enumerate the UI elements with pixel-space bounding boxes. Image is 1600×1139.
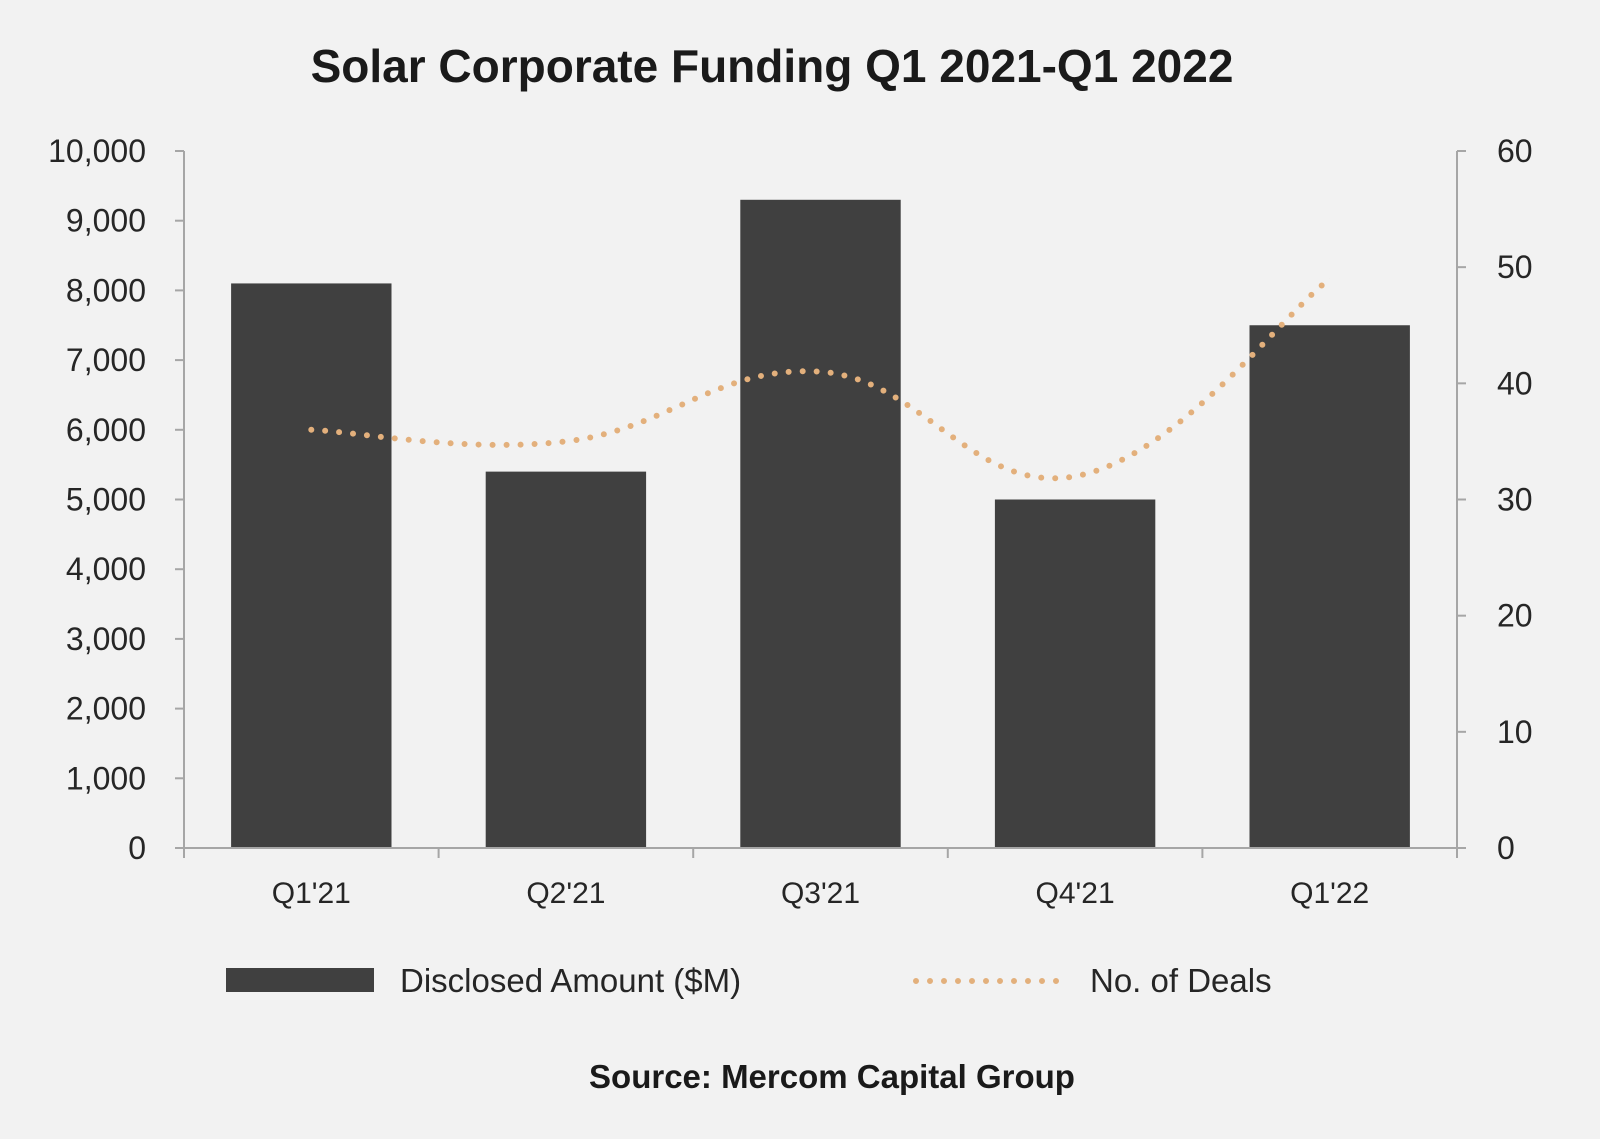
right-tick-label: 0 bbox=[1497, 830, 1515, 866]
category-label: Q2'21 bbox=[526, 877, 605, 910]
left-tick-label: 4,000 bbox=[66, 551, 146, 587]
bar-Q1'21 bbox=[231, 283, 391, 848]
category-label: Q4'21 bbox=[1036, 877, 1115, 910]
legend-swatch-disclosed-amount bbox=[226, 968, 374, 992]
right-tick-label: 30 bbox=[1497, 482, 1533, 518]
left-tick-label: 6,000 bbox=[66, 412, 146, 448]
left-tick-label: 5,000 bbox=[66, 482, 146, 518]
right-tick-label: 60 bbox=[1497, 133, 1533, 169]
right-tick-label: 20 bbox=[1497, 598, 1533, 634]
left-tick-label: 7,000 bbox=[66, 342, 146, 378]
bar-Q4'21 bbox=[995, 500, 1155, 849]
chart-title: Solar Corporate Funding Q1 2021-Q1 2022 bbox=[311, 40, 1234, 92]
bar-Q3'21 bbox=[740, 200, 900, 848]
left-tick-label: 0 bbox=[128, 830, 146, 866]
legend-label-disclosed-amount: Disclosed Amount ($M) bbox=[400, 962, 741, 999]
left-tick-label: 8,000 bbox=[66, 272, 146, 308]
category-label: Q1'21 bbox=[272, 877, 351, 910]
source-note: Source: Mercom Capital Group bbox=[589, 1058, 1075, 1095]
left-tick-label: 1,000 bbox=[66, 760, 146, 796]
category-label: Q3'21 bbox=[781, 877, 860, 910]
left-tick-label: 9,000 bbox=[66, 203, 146, 239]
right-tick-label: 40 bbox=[1497, 365, 1533, 401]
right-tick-label: 50 bbox=[1497, 249, 1533, 285]
left-tick-label: 10,000 bbox=[48, 133, 146, 169]
legend: Disclosed Amount ($M) No. of Deals bbox=[226, 962, 1272, 999]
category-label: Q1'22 bbox=[1290, 877, 1369, 910]
legend-label-no-of-deals: No. of Deals bbox=[1090, 962, 1272, 999]
bar-Q2'21 bbox=[486, 472, 646, 848]
left-tick-label: 2,000 bbox=[66, 691, 146, 727]
bar-Q1'22 bbox=[1250, 325, 1410, 848]
right-tick-label: 10 bbox=[1497, 714, 1533, 750]
left-tick-label: 3,000 bbox=[66, 621, 146, 657]
